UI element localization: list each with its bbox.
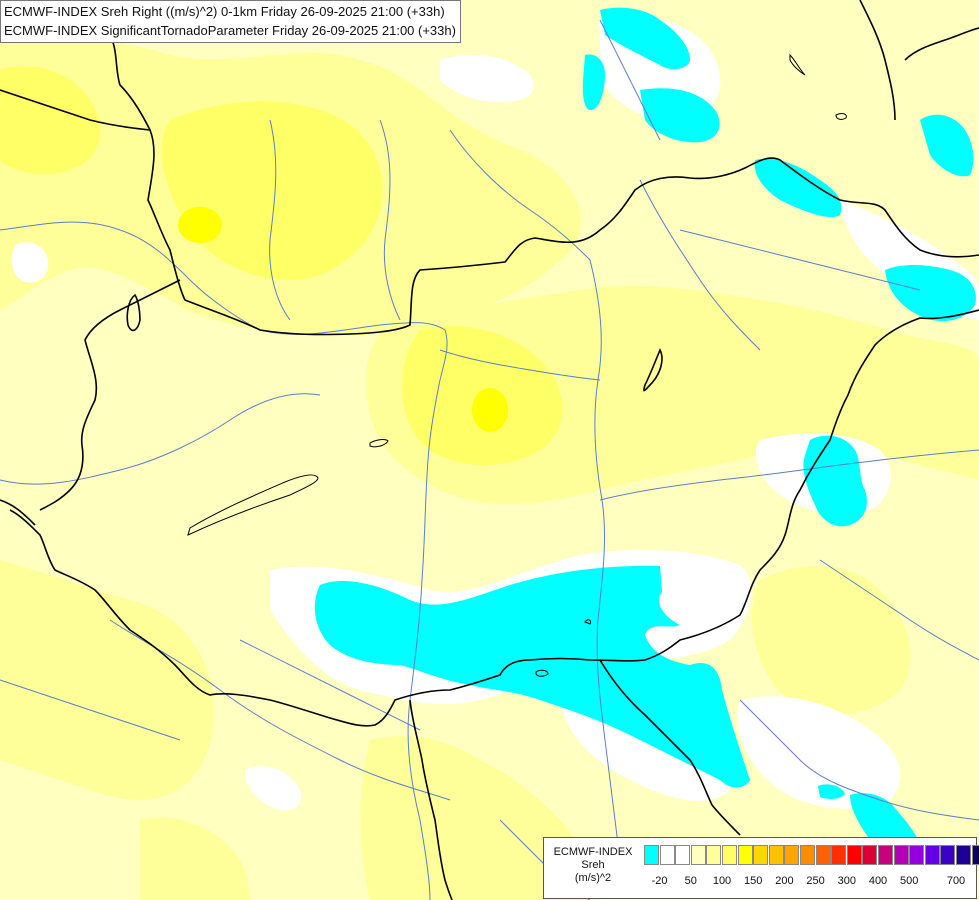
legend-swatch (644, 845, 659, 865)
legend-swatch (878, 845, 893, 865)
legend-tick-label: -20 (651, 875, 668, 887)
sreh-band-yellow-4 (178, 207, 508, 432)
legend-swatch (690, 845, 706, 865)
sreh-band-cyan (314, 7, 976, 840)
legend-swatch (815, 845, 831, 865)
legend-swatch (831, 845, 847, 865)
legend-swatch (862, 845, 878, 865)
map-title-line-2: ECMWF-INDEX SignificantTornadoParameter … (4, 23, 456, 38)
legend-swatch (956, 845, 971, 865)
legend-swatch (846, 845, 862, 865)
map-title-line-1: ECMWF-INDEX Sreh Right ((m/s)^2) 0-1km F… (4, 4, 445, 19)
legend-title: ECMWF-INDEX Sreh (m/s)^2 (548, 846, 638, 885)
legend-swatch (800, 845, 815, 865)
legend-title-line-3: (m/s)^2 (574, 872, 612, 884)
legend-title-line-1: ECMWF-INDEX (553, 846, 633, 858)
legend-swatch (706, 845, 722, 865)
legend-tick-label: 400 (868, 875, 888, 887)
lakes (187, 53, 847, 677)
legend-swatch (909, 845, 925, 865)
color-legend: ECMWF-INDEX Sreh (m/s)^2 -20 50 100 150 200 2… (543, 837, 979, 899)
legend-tick-label: 500 (900, 875, 919, 887)
legend-swatch (971, 845, 979, 865)
legend-swatch (768, 845, 784, 865)
map-title-box: ECMWF-INDEX Sreh Right ((m/s)^2) 0-1km F… (0, 0, 461, 43)
legend-swatch (940, 845, 956, 865)
legend-tick-label: 150 (744, 875, 763, 887)
legend-swatch (675, 845, 691, 865)
legend-swatch (722, 845, 737, 865)
legend-tick-label: 100 (712, 875, 732, 887)
legend-swatch (893, 845, 909, 865)
legend-tick-label: 300 (837, 875, 856, 887)
legend-tick-label: 700 (946, 875, 966, 887)
legend-swatch (784, 845, 800, 865)
legend-swatch (737, 845, 753, 865)
legend-tick-label: 50 (684, 875, 697, 887)
legend-title-line-2: Sreh (581, 859, 605, 871)
legend-swatch (753, 845, 769, 865)
legend-swatch (659, 845, 675, 865)
legend-tick-label: 250 (806, 875, 825, 887)
legend-swatch (924, 845, 940, 865)
legend-tick-label: 200 (775, 875, 794, 887)
